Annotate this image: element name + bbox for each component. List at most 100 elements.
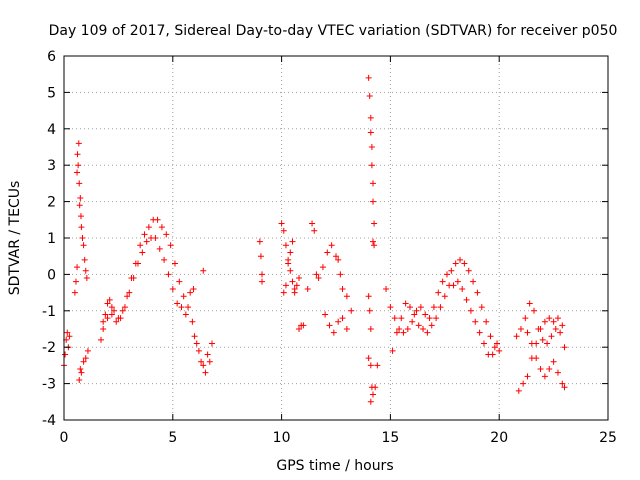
data-point [72,278,79,285]
data-point [121,304,128,311]
data-point [204,351,211,358]
data-point [367,326,374,332]
data-point [337,271,344,278]
data-point [335,318,342,325]
data-point [559,380,566,387]
data-point [365,355,372,362]
data-point [537,326,544,332]
data-point [409,318,416,325]
data-point [198,358,205,365]
x-tick-label: 20 [490,430,508,446]
data-point [165,271,172,278]
data-point [367,129,374,136]
data-point [287,249,294,256]
data-point [348,307,355,314]
data-point [193,340,200,347]
data-point [457,256,464,263]
data-point [126,289,133,296]
data-point [526,300,533,307]
data-point [470,278,477,285]
data-point [533,355,540,362]
data-point [415,322,422,329]
data-point [561,384,568,391]
data-point [463,296,470,303]
data-point [491,344,498,351]
data-point [413,307,420,314]
data-point [522,315,529,322]
data-point [161,256,168,263]
data-point [190,285,197,292]
data-point [515,387,522,394]
series-early-burst [61,140,91,383]
data-point [74,151,81,158]
data-point [119,307,126,314]
data-point [422,311,429,318]
data-point [339,315,346,322]
chart-title: Day 109 of 2017, Sidereal Day-to-day VTE… [49,23,618,39]
data-point [406,304,413,311]
data-point [100,318,107,325]
data-point [108,304,115,311]
data-point [420,326,427,332]
data-point [367,362,374,369]
data-point [167,242,174,249]
data-point [185,304,192,311]
data-point [289,278,296,285]
data-point [74,264,81,271]
data-point [156,245,163,252]
data-point [75,162,82,169]
y-tick-label: -1 [42,304,56,320]
data-point [365,293,372,300]
data-point [452,260,459,267]
data-point [424,329,431,336]
data-point [178,304,185,311]
data-point [74,169,81,176]
data-points [61,74,568,405]
data-point [79,235,86,241]
data-point [554,315,561,322]
data-point [300,322,307,329]
data-point [113,318,120,325]
data-point [80,242,87,249]
data-point [80,358,87,365]
data-point [450,282,457,289]
y-tick-label: 5 [47,85,56,101]
series-morning-arc-b [100,235,213,376]
data-point [77,213,84,220]
data-point [282,282,289,289]
data-point [163,231,170,238]
data-point [169,285,176,292]
series-afternoon-arc-b [389,278,501,358]
data-point [82,267,89,274]
data-point [561,344,568,351]
data-point [296,275,303,282]
data-point [293,282,300,289]
data-point [280,227,287,234]
data-point [513,333,520,340]
data-point [459,285,466,292]
data-point [76,202,83,209]
data-point [309,220,316,227]
data-point [374,362,381,369]
data-point [448,267,455,274]
data-point [182,311,189,318]
data-point [180,293,187,300]
data-point [393,329,400,336]
data-point [102,311,109,318]
data-point [97,336,104,343]
data-point [391,315,398,322]
data-point [400,329,407,336]
data-point [426,315,433,322]
y-tick-marks: -4 -3 -2 -1 0 1 2 3 4 5 6 [42,49,608,429]
data-point [304,285,311,292]
data-point [369,391,376,398]
data-point [319,264,326,271]
data-point [335,256,342,263]
data-point [104,300,111,307]
data-point [454,278,461,285]
data-point [383,285,390,292]
data-point [78,369,85,376]
data-point [430,304,437,311]
data-point [369,238,376,245]
data-point [330,329,337,336]
